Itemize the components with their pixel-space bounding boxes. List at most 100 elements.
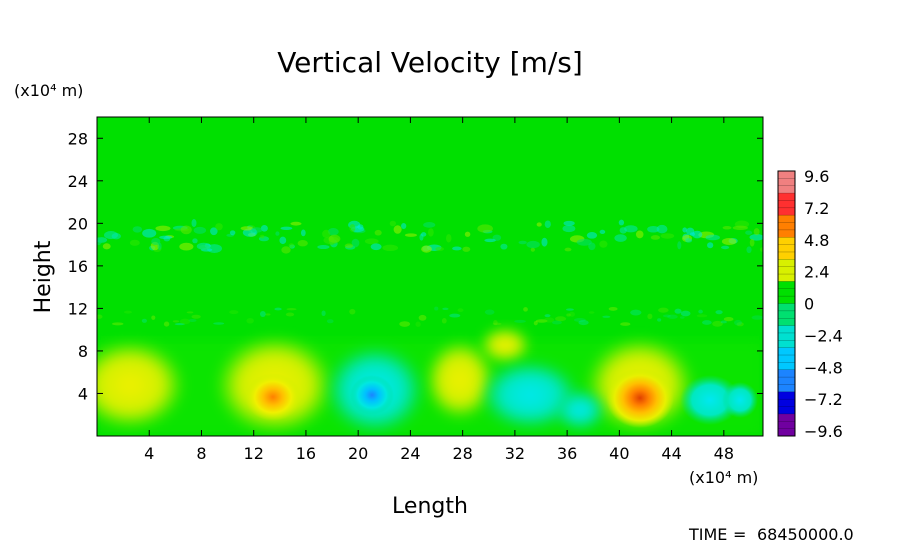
noise-cell: [660, 233, 675, 239]
noise-cell: [535, 319, 548, 323]
noise-cell: [374, 229, 382, 236]
noise-cell: [174, 323, 185, 326]
noise-cell: [712, 320, 723, 327]
noise-cell: [259, 234, 265, 239]
cool-region-46: [680, 375, 740, 425]
noise-cell: [449, 313, 461, 318]
x-axis-title: Length: [392, 494, 468, 519]
noise-cell: [578, 320, 589, 326]
noise-cell: [722, 225, 732, 230]
noise-cell: [647, 225, 660, 233]
noise-cell: [157, 242, 162, 250]
noise-cell: [229, 310, 239, 315]
noise-cell: [317, 244, 330, 250]
noise-cell: [682, 227, 688, 233]
noise-cell: [286, 308, 297, 311]
colorbar-segment: [778, 281, 795, 304]
noise-cell: [179, 318, 191, 325]
noise-cell: [124, 310, 132, 314]
y-tick-label: 28: [68, 129, 88, 148]
noise-cell: [536, 222, 542, 227]
time-equals: =: [733, 525, 746, 544]
noise-cell: [650, 235, 661, 240]
x-tick-label: 8: [196, 444, 206, 463]
noise-cell: [715, 310, 723, 315]
warm-region-30: [480, 327, 530, 363]
x-axis: 4 8 12 16 20 24 28 32 36 40 44 48: [144, 117, 734, 463]
noise-cell: [692, 230, 703, 239]
noise-cell: [736, 322, 744, 327]
noise-cell: [514, 319, 526, 323]
noise-cell: [720, 320, 727, 324]
noise-cell: [564, 247, 572, 252]
noise-cell: [702, 320, 712, 325]
noise-cell: [620, 322, 631, 326]
colorbar-segment: [778, 215, 795, 238]
noise-cell: [464, 231, 471, 237]
noise-cell: [541, 237, 548, 247]
noise-cell: [751, 315, 763, 320]
y-tick-label: 16: [68, 257, 88, 276]
noise-cell: [321, 310, 326, 317]
noise-cell: [523, 307, 528, 312]
x-tick-label: 48: [714, 444, 734, 463]
noise-cell: [322, 229, 331, 238]
noise-cell: [657, 318, 662, 322]
noise-cell: [630, 309, 642, 316]
noise-cell: [624, 225, 638, 233]
noise-cell: [159, 235, 173, 240]
cool-region-32: [480, 360, 580, 430]
noise-cell: [723, 316, 734, 322]
noise-cell: [191, 314, 201, 319]
noise-cell: [382, 244, 399, 251]
noise-cell: [656, 224, 668, 234]
noise-cell: [543, 317, 555, 323]
noise-cell: [210, 227, 218, 236]
noise-cell: [151, 315, 156, 320]
noise-cell: [720, 245, 730, 250]
noise-cell: [551, 320, 562, 325]
noise-cell: [530, 247, 535, 252]
noise-cell: [142, 228, 157, 238]
noise-cell: [563, 220, 575, 226]
velocity-field: [97, 219, 763, 436]
noise-cell: [275, 231, 280, 236]
x-axis-unit: (x10⁴ m): [689, 468, 758, 487]
y-axis: 4 8 12 16 20 24 28: [68, 129, 763, 403]
x-tick-label: 4: [144, 444, 154, 463]
noise-cell: [415, 321, 421, 327]
noise-cell: [389, 220, 396, 227]
noise-cell: [251, 227, 263, 233]
noise-cell: [544, 220, 551, 228]
noise-cell: [179, 242, 194, 251]
noise-cell: [112, 322, 124, 326]
noise-cell: [599, 229, 606, 235]
noise-cell: [196, 242, 211, 250]
noise-cell: [614, 234, 627, 242]
x-tick-label: 24: [400, 444, 420, 463]
noise-cell: [186, 311, 194, 314]
noise-cell: [297, 239, 308, 247]
noise-cell: [102, 243, 111, 250]
colorbar-label: 7.2: [804, 199, 829, 218]
y-tick-label: 4: [78, 384, 88, 403]
noise-cell: [749, 238, 755, 247]
y-tick-label: 20: [68, 214, 88, 233]
noise-band: [97, 219, 763, 327]
colorbar-segment: [778, 347, 795, 371]
noise-cell: [518, 240, 527, 245]
noise-cell: [326, 319, 334, 324]
colorbar-label: 9.6: [804, 167, 829, 186]
noise-cell: [191, 219, 197, 228]
noise-cell: [662, 314, 671, 318]
noise-cell: [484, 309, 495, 315]
plot-frame: [96, 116, 764, 437]
warm-core-42: [606, 368, 674, 428]
warm-region-28: [425, 340, 495, 420]
noise-cell: [274, 307, 282, 311]
colorbar-segment: [778, 303, 795, 327]
noise-cell: [192, 238, 198, 244]
noise-cell: [364, 238, 379, 245]
noise-cell: [290, 221, 302, 226]
noise-cell: [401, 222, 407, 229]
